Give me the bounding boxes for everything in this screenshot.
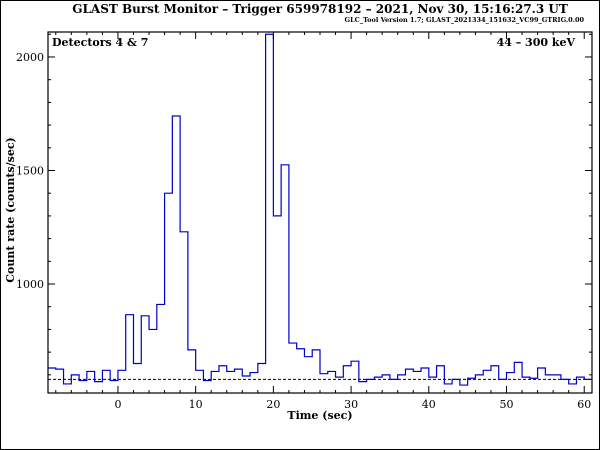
x-axis-label: Time (sec) bbox=[287, 409, 352, 422]
detectors-label: Detectors 4 & 7 bbox=[52, 36, 148, 49]
x-tick-label: 40 bbox=[422, 398, 436, 411]
y-tick-label: 2000 bbox=[16, 51, 44, 64]
energy-label: 44 – 300 keV bbox=[497, 36, 576, 49]
chart-subtitle: GLC_Tool Version 1.7; GLAST_2021334_1516… bbox=[345, 16, 585, 24]
plot-area: 0 10 20 30 40 50 60 1000 1500 2000 bbox=[16, 31, 593, 411]
light-curve-series bbox=[48, 33, 592, 386]
x-tick-label: 60 bbox=[577, 398, 591, 411]
x-tick-label: 50 bbox=[500, 398, 514, 411]
y-tick-label: 1000 bbox=[16, 278, 44, 291]
y-axis-label: Count rate (counts/sec) bbox=[4, 137, 17, 282]
x-tick-label: 30 bbox=[344, 398, 358, 411]
chart-title: GLAST Burst Monitor – Trigger 659978192 … bbox=[72, 2, 568, 16]
x-tick-label: 20 bbox=[266, 398, 280, 411]
x-tick-label: 10 bbox=[189, 398, 203, 411]
y-tick-label: 1500 bbox=[16, 164, 44, 177]
x-tick-label: 0 bbox=[114, 398, 121, 411]
